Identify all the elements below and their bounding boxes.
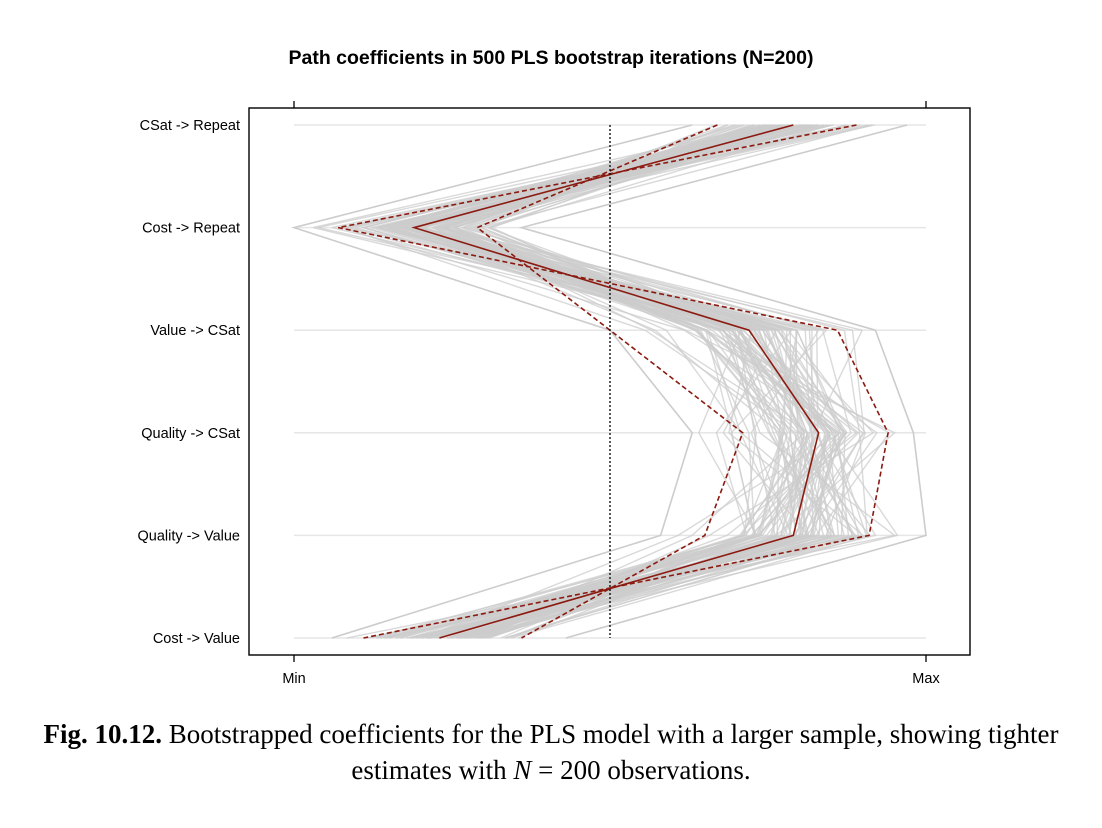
caption-n-symbol: N (513, 755, 532, 785)
y-category-label: CSat -> Repeat (140, 118, 240, 134)
chart-title: Path coefficients in 500 PLS bootstrap i… (288, 47, 813, 69)
bootstrap-line (440, 124, 810, 639)
bootstrap-line (415, 124, 842, 639)
interval-bound-line (338, 124, 889, 639)
x-tick-label-max: Max (912, 671, 940, 687)
bootstrap-line (388, 124, 846, 639)
x-tick-label-min: Min (282, 671, 305, 687)
bootstrap-line (361, 124, 843, 639)
plot-frame (248, 107, 971, 656)
bootstrap-line (425, 124, 841, 639)
caption-text-end: = 200 observations. (531, 755, 751, 785)
bootstrap-line (370, 124, 836, 639)
bootstrap-line (384, 124, 789, 639)
bootstrap-line (313, 124, 766, 639)
bootstrap-line (406, 124, 832, 639)
y-category-label: Quality -> CSat (141, 426, 240, 442)
y-category-label: Cost -> Value (153, 631, 240, 647)
caption-label: Fig. 10.12. (43, 719, 162, 749)
bootstrap-lower-edge (291, 124, 694, 639)
interval-bound-line (475, 124, 744, 639)
caption-text: Bootstrapped coefficients for the PLS mo… (161, 719, 1059, 785)
figure-caption: Fig. 10.12. Bootstrapped coefficients fo… (0, 716, 1102, 788)
bootstrap-line (378, 124, 877, 639)
y-category-label: Cost -> Repeat (142, 221, 240, 237)
bootstrap-line (453, 124, 868, 639)
y-category-label: Quality -> Value (138, 528, 241, 544)
bootstrap-upper-edge (518, 124, 927, 639)
plot-area: Min Max CSat -> Repeat Cost -> Repeat Value … (138, 101, 971, 687)
y-category-label: Value -> CSat (150, 323, 240, 339)
bootstrap-line (402, 124, 858, 639)
estimate-line (411, 124, 820, 639)
